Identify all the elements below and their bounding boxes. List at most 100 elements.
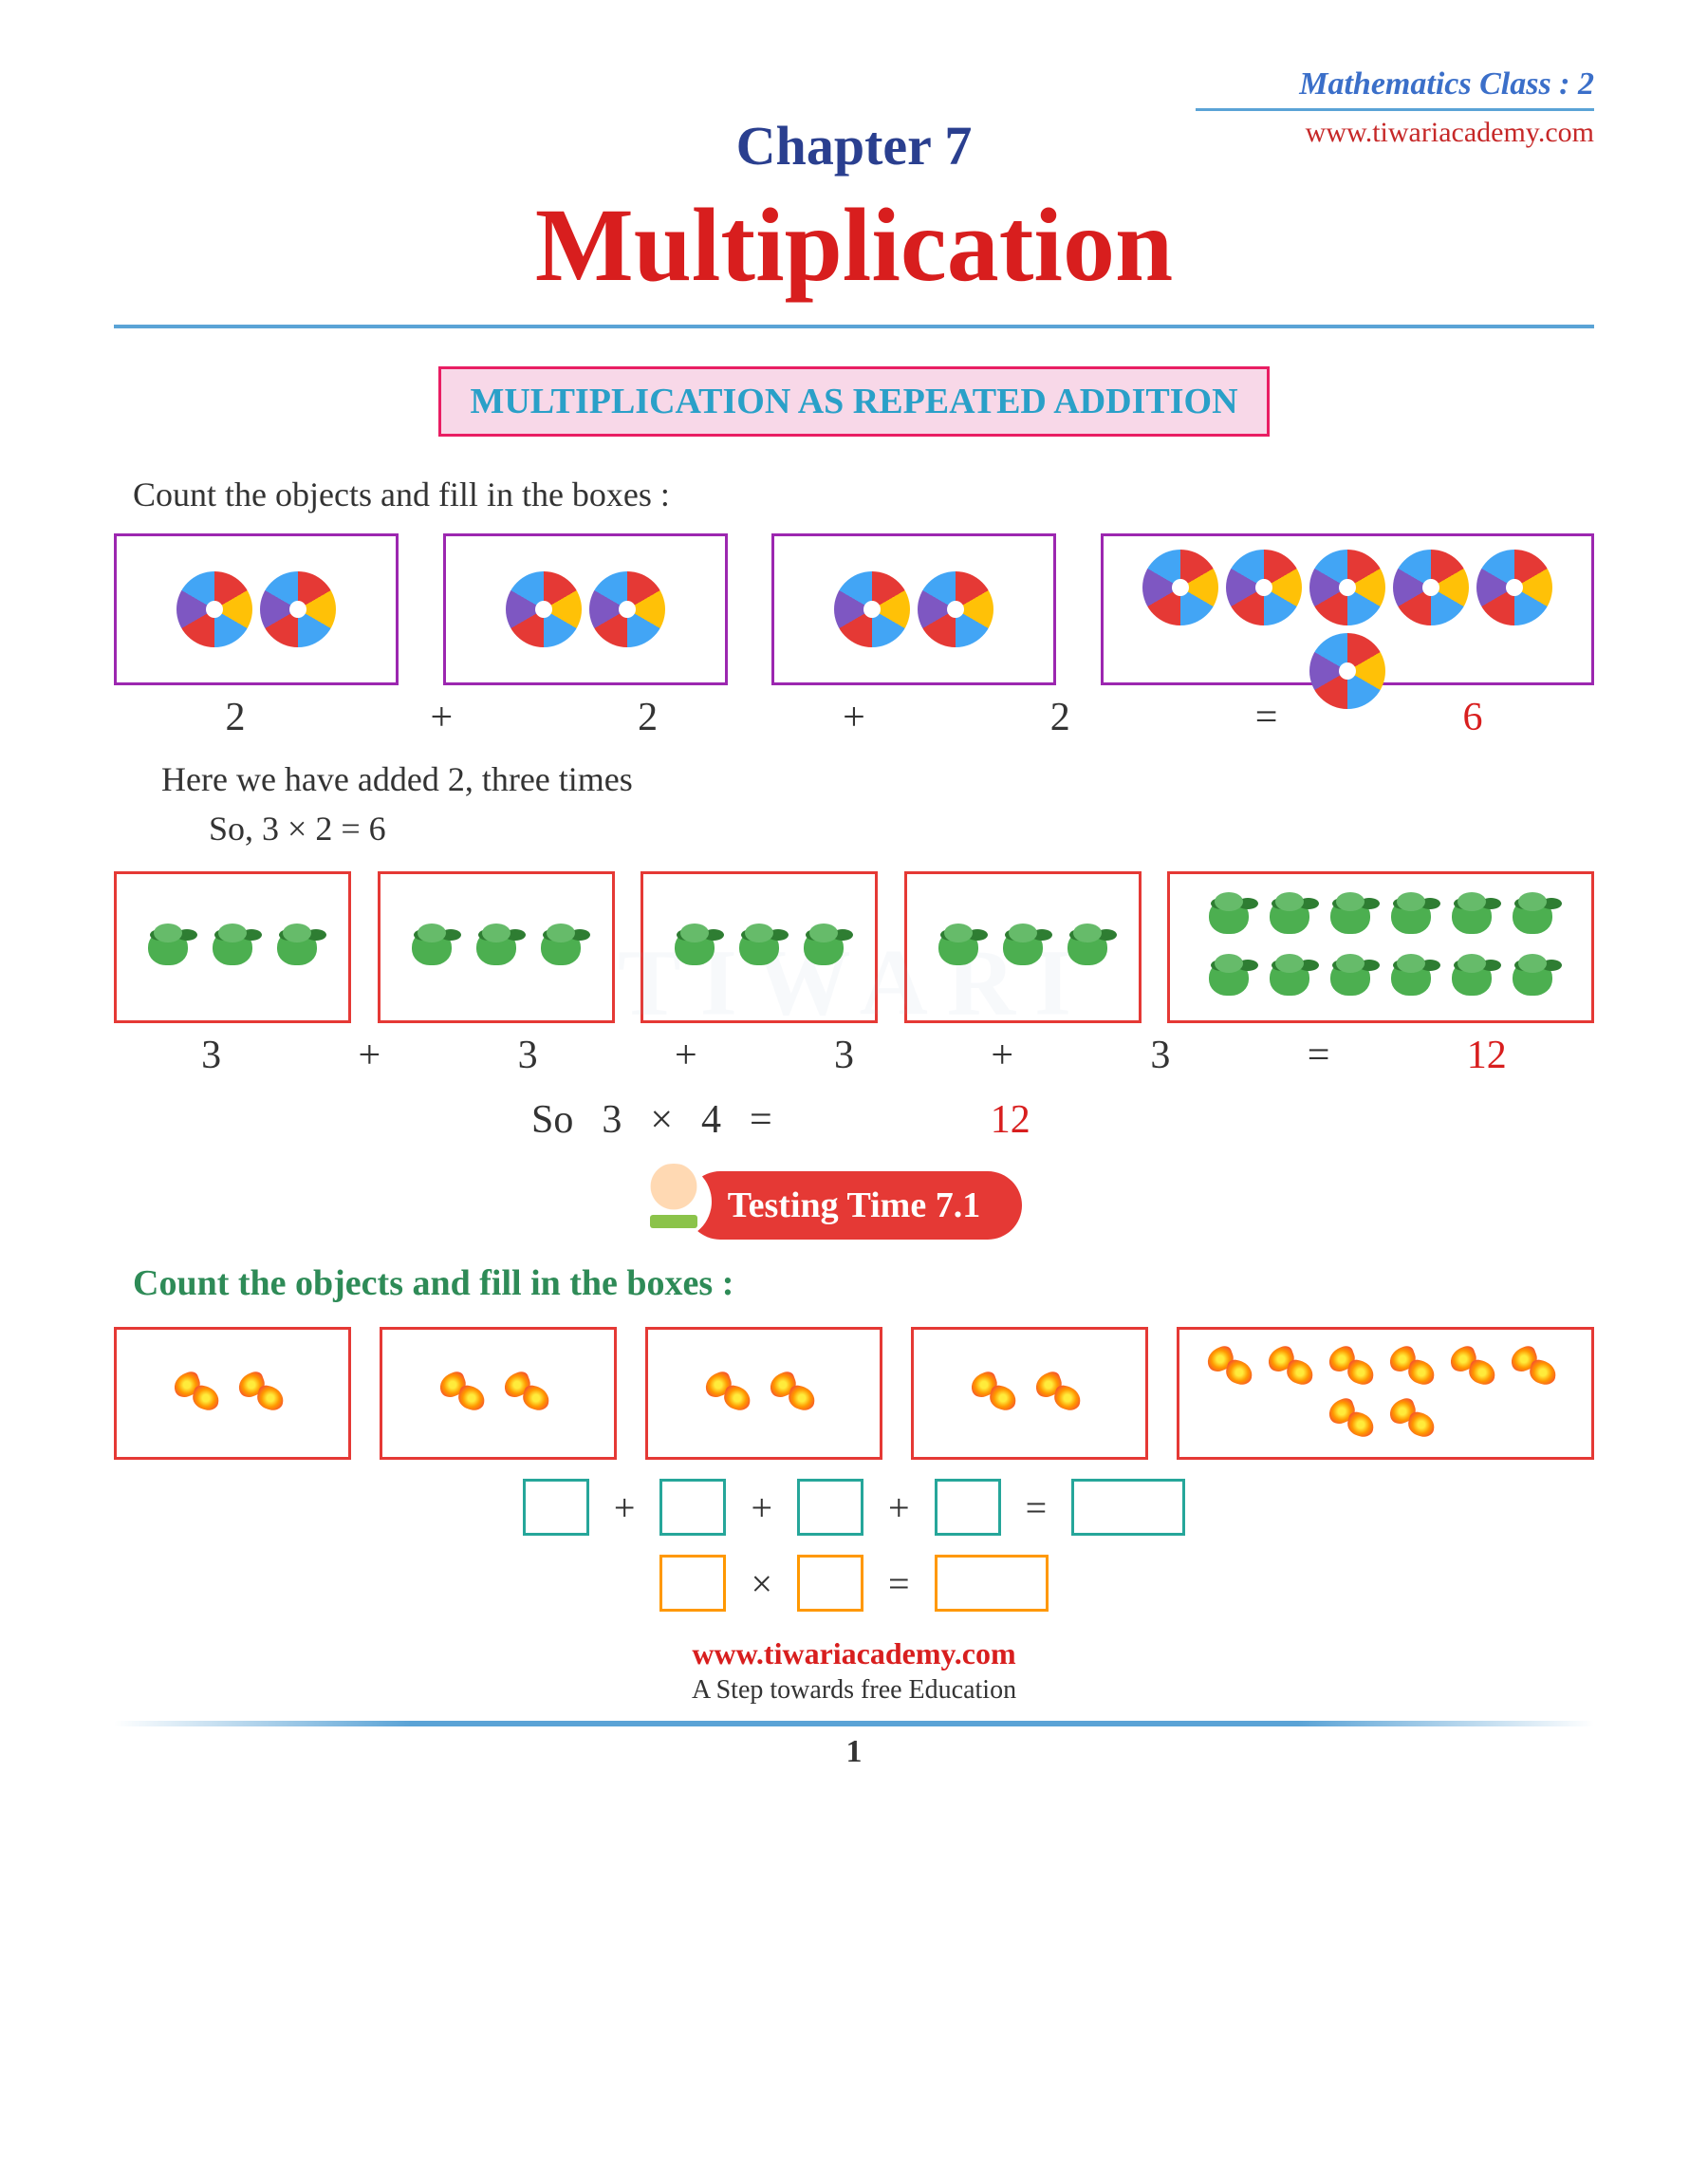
frog-icon [532,922,589,974]
frog-icon [1261,952,1318,1004]
blank-input[interactable] [935,1555,1049,1612]
butterfly-icon [1387,1396,1444,1444]
plus-op: + [991,1033,1013,1078]
blank-input[interactable] [659,1479,726,1536]
plus-op: + [751,1485,772,1530]
frog-icon [1504,952,1561,1004]
equals-op: = [750,1097,772,1143]
frog-icon [1443,952,1500,1004]
blank-input[interactable] [935,1479,1001,1536]
butterfly-icon [768,1370,825,1417]
butterfly-icon [1327,1396,1383,1444]
frog-icon [795,922,852,974]
frog-icon [269,922,325,974]
example2-equation: 3 + 3 + 3 + 3 = 12 [114,1033,1594,1078]
mult-b: 4 [701,1097,721,1143]
frog-icon [930,922,987,974]
plus-op: + [675,1033,697,1078]
footer-divider [114,1721,1594,1726]
title-divider [114,325,1594,328]
plus-op: + [359,1033,381,1078]
frog-icon [1322,890,1379,942]
butterfly-icon [1448,1344,1505,1391]
equals-op: = [1255,695,1278,740]
addend: 3 [518,1033,538,1078]
instruction-2: Count the objects and fill in the boxes … [133,1262,1594,1304]
butterfly-icon [1327,1344,1383,1391]
frog-group-3 [640,871,878,1023]
blank-input[interactable] [797,1555,863,1612]
example2-row [114,871,1594,1023]
addend: 2 [1050,695,1070,740]
ball-icon [1393,550,1469,625]
butterfly-icon [437,1370,494,1417]
blank-input[interactable] [1071,1479,1185,1536]
testing-badge: Testing Time 7.1 [645,1171,1063,1240]
footer-tagline: A Step towards free Education [114,1675,1594,1706]
addend: 2 [638,695,658,740]
frog-group-total [1167,871,1594,1023]
frog-icon [731,922,788,974]
butterfly-group-total [1177,1327,1594,1460]
plus-op: + [614,1485,636,1530]
plus-op: + [888,1485,910,1530]
equals-op: = [888,1561,910,1606]
frog-icon [204,922,261,974]
equals-op: = [1026,1485,1048,1530]
ball-icon [918,571,993,647]
butterfly-icon [1387,1344,1444,1391]
frog-icon [1200,890,1257,942]
mult-answer: 12 [991,1097,1030,1143]
ball-icon [260,571,336,647]
frog-icon [666,922,723,974]
header-divider [1196,108,1594,111]
section-banner: MULTIPLICATION AS REPEATED ADDITION [438,366,1269,437]
ball-icon [1309,550,1385,625]
ball-icon [834,571,910,647]
blank-input[interactable] [659,1555,726,1612]
addend: 3 [201,1033,221,1078]
frog-icon [1261,890,1318,942]
butterfly-icon [1266,1344,1323,1391]
butterfly-icon [969,1370,1026,1417]
equals-op: = [1308,1033,1330,1078]
header-right: Mathematics Class : 2 www.tiwariacademy.… [1196,66,1594,149]
ball-group-total [1101,533,1594,685]
butterfly-group-3 [645,1327,882,1460]
ball-group-1 [114,533,399,685]
student-icon [636,1164,712,1240]
exercise1-mult: × = [114,1555,1594,1612]
frog-group-1 [114,871,351,1023]
butterfly-icon [1033,1370,1090,1417]
blank-input[interactable] [797,1479,863,1536]
example2-mult: So 3 × 4 = 12 [531,1097,1594,1143]
butterfly-icon [236,1370,293,1417]
blank-input[interactable] [523,1479,589,1536]
frog-icon [1383,952,1439,1004]
example1-row [114,533,1594,685]
ball-icon [1142,550,1218,625]
footer: www.tiwariacademy.com A Step towards fre… [114,1636,1594,1770]
frog-icon [1200,952,1257,1004]
butterfly-icon [172,1370,229,1417]
butterfly-icon [703,1370,760,1417]
frog-icon [468,922,525,974]
example1-equation: 2 + 2 + 2 = 6 [114,695,1594,740]
frog-group-2 [378,871,615,1023]
class-label: Mathematics Class : 2 [1196,66,1594,103]
mult-op: × [751,1561,772,1606]
header-website: www.tiwariacademy.com [1196,117,1594,149]
answer: 12 [1467,1033,1507,1078]
butterfly-icon [1509,1344,1566,1391]
mult-prefix: So [531,1097,573,1143]
ball-group-2 [443,533,728,685]
addend: 3 [1150,1033,1170,1078]
frog-icon [403,922,460,974]
butterfly-icon [1205,1344,1262,1391]
mult-op: × [650,1097,673,1143]
exercise1-addition: + + + = [114,1479,1594,1536]
frog-icon [1322,952,1379,1004]
exercise1-row [114,1327,1594,1460]
example1-explain-1: Here we have added 2, three times [161,759,1594,799]
page-number: 1 [114,1734,1594,1770]
